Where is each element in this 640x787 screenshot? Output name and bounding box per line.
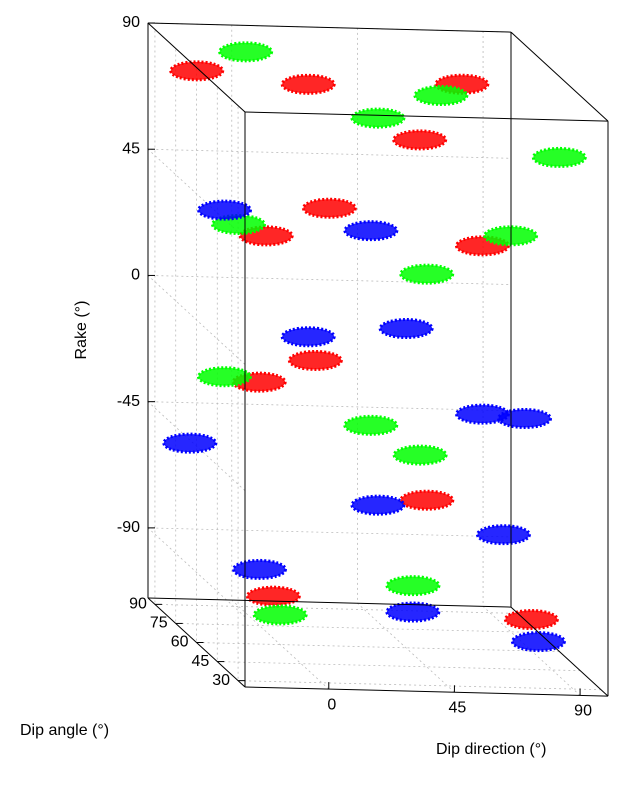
data-cluster (197, 199, 253, 221)
axis-edge (147, 22, 246, 113)
data-cluster (475, 524, 531, 546)
data-cluster (287, 349, 343, 371)
grid-line (216, 86, 581, 672)
grid-line (154, 29, 518, 614)
data-cluster (350, 107, 406, 129)
data-cluster (343, 414, 399, 436)
data-cluster (196, 366, 252, 388)
y-tick-label: 60 (171, 634, 189, 651)
data-cluster (392, 129, 448, 151)
x-tick-label: 0 (327, 696, 336, 713)
x-axis-label: Dip direction (°) (436, 741, 546, 758)
x-tick-label: 45 (449, 699, 467, 716)
data-cluster (385, 575, 441, 597)
data-cluster (231, 558, 287, 580)
grid-line (175, 48, 539, 633)
data-cluster (280, 73, 336, 95)
data-cluster (385, 601, 441, 623)
y-tick-label: 45 (191, 653, 209, 670)
data-cluster (280, 326, 336, 348)
data-cluster (169, 60, 225, 82)
grid-line (146, 527, 512, 618)
grid-line (482, 31, 581, 696)
axis-edge (510, 606, 609, 697)
data-cluster (510, 631, 566, 653)
y-tick-label: 75 (150, 615, 168, 632)
z-tick-label: 45 (122, 140, 140, 157)
grid-line (237, 105, 602, 691)
axis-edge (244, 111, 609, 122)
z-axis-label: Rake (°) (73, 301, 90, 360)
grid-line (196, 67, 560, 652)
y-axis-label: Dip angle (°) (20, 722, 109, 739)
data-cluster (399, 263, 455, 285)
data-cluster (301, 197, 357, 219)
data-cluster (503, 609, 559, 631)
data-cluster (343, 220, 399, 242)
data-cluster (350, 494, 406, 516)
data-cluster (399, 489, 455, 511)
data-cluster (413, 84, 469, 106)
axis-edge (147, 597, 512, 608)
grid-line (146, 148, 512, 239)
data-cluster (378, 318, 434, 340)
axis-edge (510, 31, 609, 122)
data-cluster (162, 432, 218, 454)
y-tick-label: 30 (212, 672, 230, 689)
data-cluster (392, 444, 448, 466)
z-tick-label: -45 (117, 393, 140, 410)
axis-edge (147, 22, 512, 33)
grid-line (146, 275, 512, 365)
axis-edge (244, 686, 609, 697)
x-tick-label: 90 (574, 703, 592, 720)
z-tick-label: 0 (131, 267, 140, 284)
z-tick-label: 90 (122, 14, 140, 31)
data-cluster (245, 585, 301, 607)
y-tick-label: 90 (129, 596, 147, 613)
z-tick-label: -90 (117, 519, 140, 536)
data-cluster (252, 604, 308, 626)
data-cluster (218, 41, 274, 63)
data-cluster (454, 403, 510, 425)
data-cluster (531, 146, 587, 168)
data-cluster (210, 213, 266, 235)
